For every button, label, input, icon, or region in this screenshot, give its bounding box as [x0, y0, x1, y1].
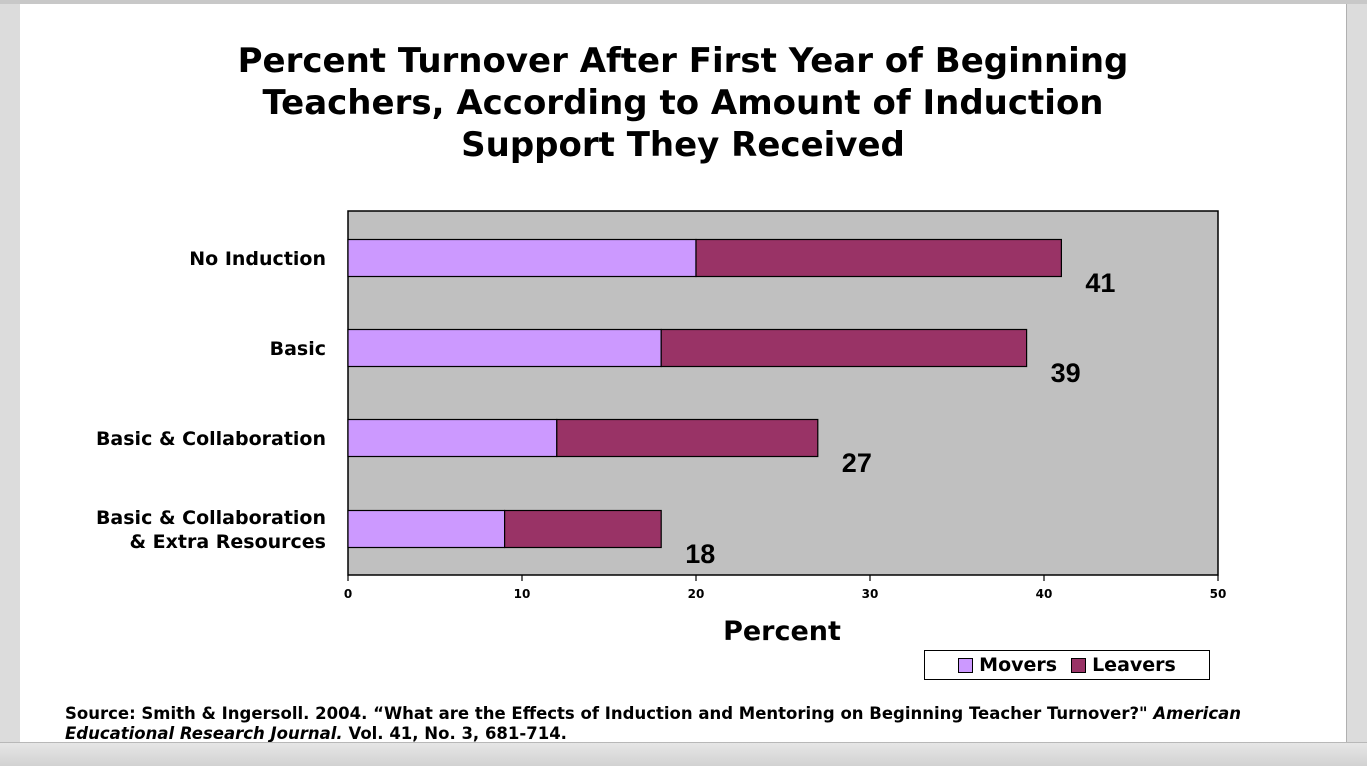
bar-movers-1: [347, 328, 662, 368]
legend-swatch-leavers: [1071, 657, 1087, 673]
chart-title-line: Percent Turnover After First Year of Beg…: [237, 41, 1129, 81]
chart-title-line: Support They Received: [461, 125, 905, 165]
bar-movers-2: [347, 418, 558, 458]
x-axis-title: Percent: [723, 616, 841, 647]
source-suffix: Vol. 41, No. 3, 681-714.: [342, 724, 567, 743]
bar-leavers-2: [556, 418, 819, 458]
x-tick-label: 30: [862, 587, 879, 601]
chart-title: Percent Turnover After First Year of Beg…: [20, 40, 1346, 166]
bar-movers-0: [347, 238, 697, 278]
source-prefix: Source: Smith & Ingersoll. 2004. “What a…: [65, 704, 1154, 723]
slide: Percent Turnover After First Year of Beg…: [20, 4, 1347, 744]
x-tick-label: 0: [344, 587, 352, 601]
window-top-strip: [0, 0, 1367, 4]
legend-label-movers: Movers: [979, 654, 1058, 676]
category-label: Basic & Collaboration: [96, 507, 326, 529]
x-tick-label: 40: [1036, 587, 1053, 601]
data-label-total: 27: [842, 448, 872, 478]
x-tick-label: 50: [1210, 587, 1227, 601]
chart-legend: Movers Leavers: [924, 650, 1210, 680]
source-journal: American Educational Research Journal.: [65, 704, 1241, 743]
data-label-total: 41: [1085, 268, 1115, 298]
data-label-total: 18: [685, 539, 715, 569]
legend-item-movers: Movers: [958, 654, 1057, 676]
category-label: Basic & Collaboration: [96, 428, 326, 450]
bar-leavers-1: [660, 328, 1028, 368]
bar-leavers-0: [695, 238, 1062, 278]
category-label: & Extra Resources: [129, 531, 326, 553]
window-bottom-strip: [0, 742, 1367, 766]
category-label: Basic: [270, 338, 326, 360]
stacked-bar-chart: 41 No Induction 39 Basic 27 Basic & Collabora…: [96, 210, 1227, 647]
source-citation: Source: Smith & Ingersoll. 2004. “What a…: [65, 704, 1325, 744]
bar-leavers-3: [504, 509, 662, 549]
legend-label-leavers: Leavers: [1092, 654, 1176, 676]
x-tick-label: 20: [688, 587, 705, 601]
category-label: No Induction: [189, 248, 326, 270]
bar-movers-3: [347, 509, 506, 549]
legend-item-leavers: Leavers: [1071, 654, 1176, 676]
chart-title-line: Teachers, According to Amount of Inducti…: [262, 83, 1104, 123]
legend-swatch-movers: [958, 657, 974, 673]
data-label-total: 39: [1051, 358, 1081, 388]
x-tick-label: 10: [514, 587, 531, 601]
